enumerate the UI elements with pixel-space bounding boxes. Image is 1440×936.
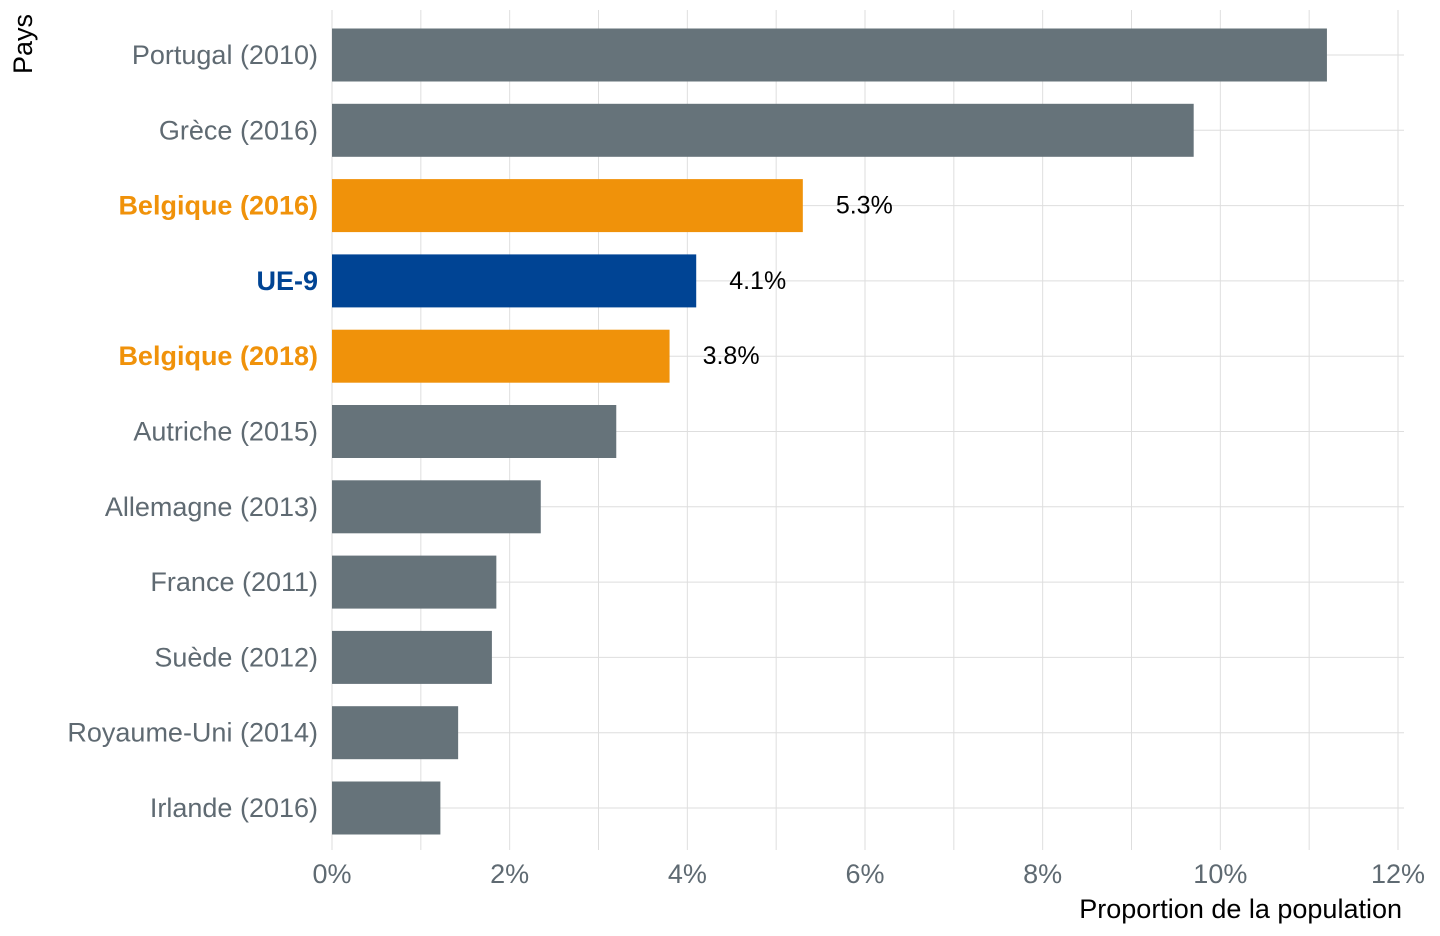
bar bbox=[332, 706, 459, 760]
data-label: 4.1% bbox=[729, 267, 786, 295]
category-label: UE-9 bbox=[256, 266, 318, 296]
bar bbox=[332, 630, 492, 684]
category-label: Irlande (2016) bbox=[150, 793, 318, 823]
bar bbox=[332, 480, 541, 534]
category-label: Belgique (2016) bbox=[118, 191, 318, 221]
x-tick-label: 8% bbox=[1023, 859, 1062, 889]
bar bbox=[332, 103, 1194, 157]
category-label: Portugal (2010) bbox=[132, 40, 318, 70]
category-labels: Portugal (2010) Grèce (2016) Belgique (201… bbox=[67, 40, 318, 823]
x-tick-label: 0% bbox=[312, 859, 351, 889]
x-tick-labels: 0% 2% 4% 6% 8% 10% 12% bbox=[312, 859, 1425, 889]
x-tick-label: 2% bbox=[490, 859, 529, 889]
x-tick-label: 12% bbox=[1371, 859, 1425, 889]
bars bbox=[332, 28, 1327, 835]
bar bbox=[332, 781, 441, 835]
bar bbox=[332, 254, 697, 308]
category-label: Belgique (2018) bbox=[118, 341, 318, 371]
y-axis-title: Pays bbox=[8, 14, 38, 74]
category-label: Suède (2012) bbox=[154, 642, 318, 672]
category-label: Grèce (2016) bbox=[159, 115, 318, 145]
bar bbox=[332, 405, 617, 458]
data-label: 3.8% bbox=[703, 342, 760, 370]
category-label: Autriche (2015) bbox=[133, 417, 318, 447]
bar bbox=[332, 179, 803, 233]
x-axis-title: Proportion de la population bbox=[1079, 894, 1402, 924]
data-labels: 5.3% 4.1% 3.8% bbox=[703, 192, 893, 371]
bar bbox=[332, 329, 670, 383]
x-tick-label: 6% bbox=[845, 859, 884, 889]
category-label: Royaume-Uni (2014) bbox=[67, 718, 318, 748]
category-label: France (2011) bbox=[150, 567, 318, 597]
data-label: 5.3% bbox=[836, 192, 893, 220]
bar bbox=[332, 28, 1327, 82]
x-tick-label: 4% bbox=[668, 859, 707, 889]
bar bbox=[332, 555, 497, 609]
category-label: Allemagne (2013) bbox=[105, 492, 318, 522]
x-tick-label: 10% bbox=[1193, 859, 1247, 889]
